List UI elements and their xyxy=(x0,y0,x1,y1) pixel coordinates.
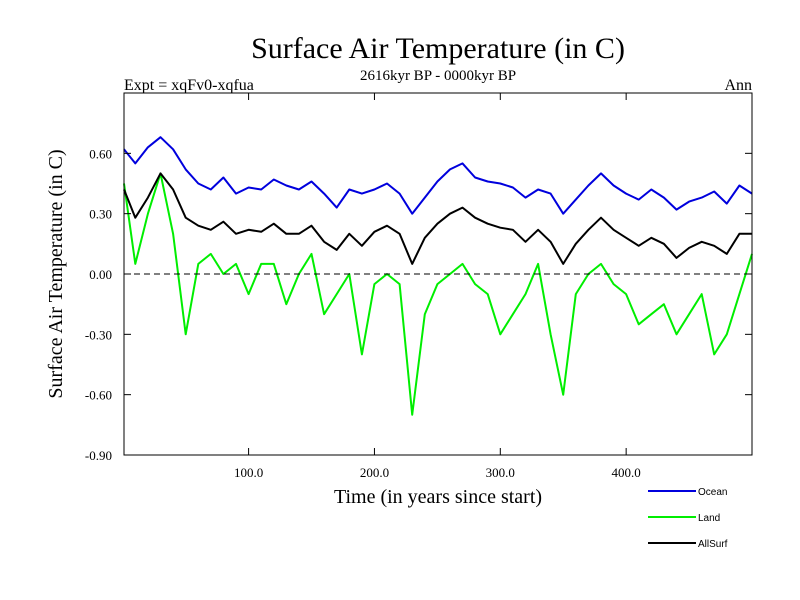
legend-label-ocean: Ocean xyxy=(698,487,727,498)
series-line-land xyxy=(123,172,753,416)
y-tick-label: 0.00 xyxy=(89,267,112,282)
y-tick-label: 0.30 xyxy=(89,207,112,222)
chart-title: Surface Air Temperature (in C) xyxy=(251,32,625,65)
season-label: Ann xyxy=(724,77,752,94)
x-tick-label: 100.0 xyxy=(234,465,263,480)
x-axis: 100.0 200.0 300.0 400.0 xyxy=(234,93,641,480)
chart-subtitle: 2616kyr BP - 0000kyr BP xyxy=(360,68,516,84)
legend-label-allsurf: AllSurf xyxy=(698,539,728,550)
y-tick-label: 0.60 xyxy=(89,146,112,161)
y-tick-label: -0.60 xyxy=(85,388,112,403)
y-tick-label: -0.90 xyxy=(85,448,112,463)
x-tick-label: 200.0 xyxy=(360,465,389,480)
x-tick-label: 300.0 xyxy=(486,465,515,480)
y-tick-label: -0.30 xyxy=(85,327,112,342)
series-line-allsurf xyxy=(123,172,752,265)
y-axis-label: Surface Air Temperature (in C) xyxy=(45,149,67,398)
y-axis: -0.90 -0.60 -0.30 0.00 0.30 0.60 xyxy=(85,146,752,463)
x-tick-label: 400.0 xyxy=(612,465,641,480)
plot-series-group xyxy=(123,136,753,416)
legend-label-land: Land xyxy=(698,513,720,524)
experiment-label: Expt = xqFv0-xqfua xyxy=(124,77,254,94)
series-line-ocean xyxy=(123,136,753,215)
x-axis-label: Time (in years since start) xyxy=(334,486,542,508)
legend: Ocean Land AllSurf xyxy=(648,487,728,550)
